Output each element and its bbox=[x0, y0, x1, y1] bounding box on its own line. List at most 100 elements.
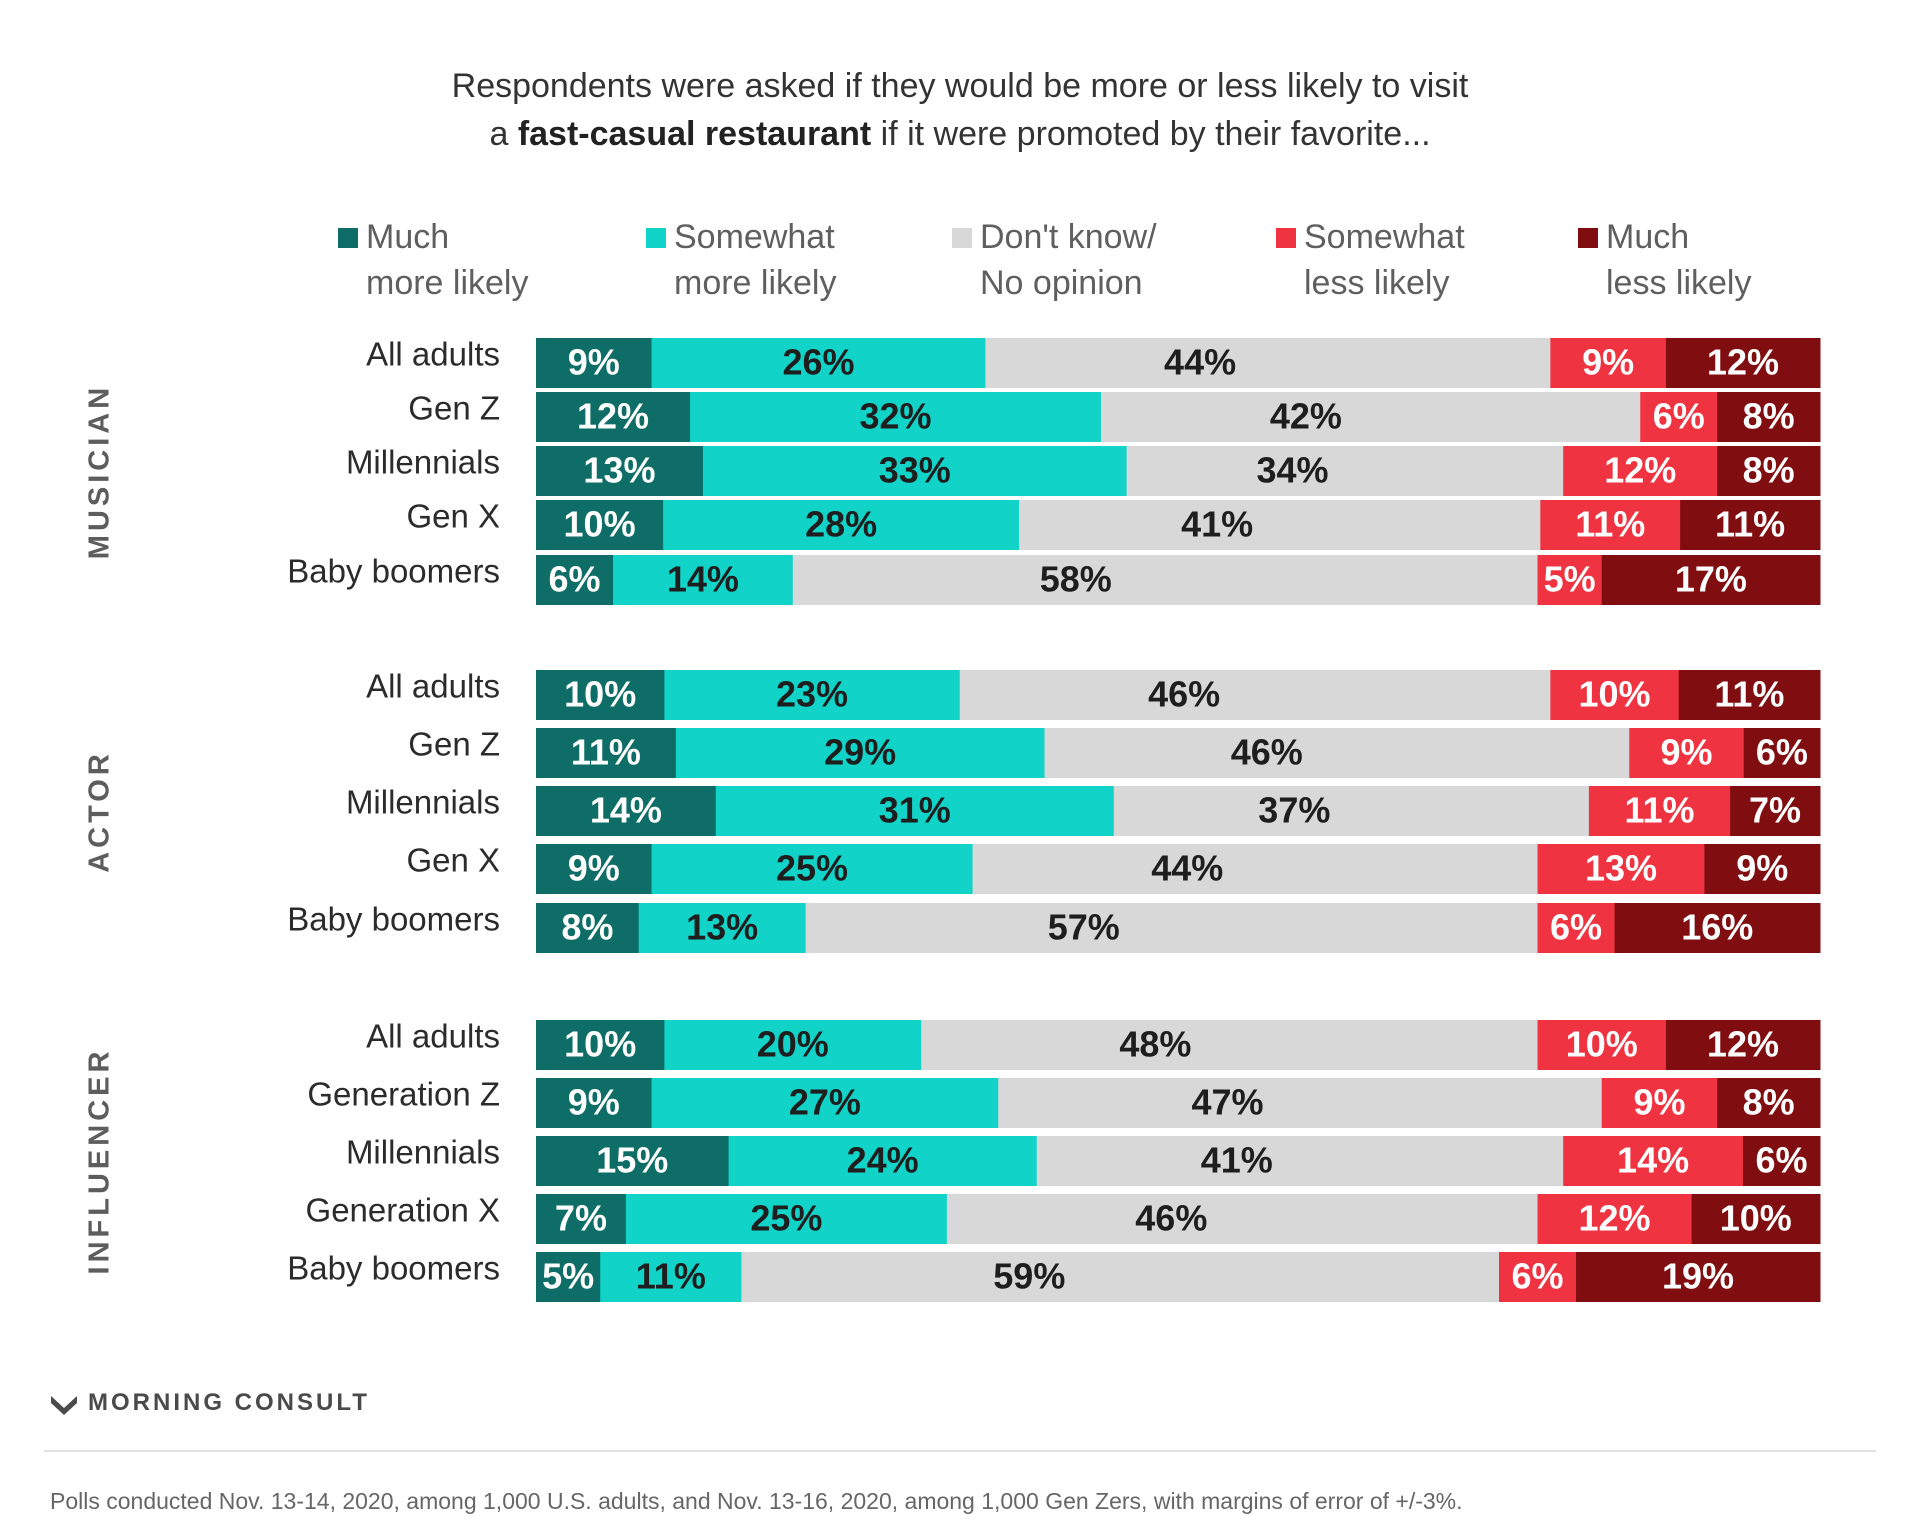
bar-value-label: 6% bbox=[1550, 907, 1602, 948]
bar-segment-much-more bbox=[536, 844, 653, 894]
bar-value-label: 29% bbox=[824, 732, 896, 773]
bar-value-label: 6% bbox=[1756, 732, 1808, 773]
bar-value-label: 44% bbox=[1164, 342, 1236, 383]
bar-segment-dont-know bbox=[805, 903, 1539, 953]
bar-segment-much-more bbox=[536, 392, 691, 442]
bar-value-label: 11% bbox=[1714, 674, 1784, 715]
bar-segment-much-more bbox=[536, 500, 664, 550]
bar-segment-much-less bbox=[1717, 1078, 1821, 1128]
legend-swatch bbox=[952, 228, 972, 248]
footer-divider bbox=[44, 1450, 1876, 1452]
bar-segment-dont-know bbox=[921, 1020, 1539, 1070]
bar-segment-somewhat-more bbox=[651, 844, 974, 894]
row-label: Millennials bbox=[346, 1134, 500, 1171]
bar-row: Baby boomers 8% 13% 57% 6% 16% bbox=[287, 901, 1821, 953]
bar-segment-somewhat-more bbox=[664, 1020, 922, 1070]
bar-value-label: 14% bbox=[1617, 1140, 1689, 1181]
legend-label-line-1: Don't know/ bbox=[980, 218, 1157, 256]
row-label: Generation Z bbox=[307, 1076, 500, 1113]
bar-segment-much-more bbox=[536, 786, 717, 836]
bar-segment-much-less bbox=[1678, 670, 1821, 720]
bar-value-label: 7% bbox=[555, 1198, 607, 1239]
bar-value-label: 37% bbox=[1258, 790, 1330, 831]
bar-segment-much-less bbox=[1704, 844, 1821, 894]
legend-label-line-2: more likely bbox=[366, 264, 529, 302]
bar-segment-dont-know bbox=[985, 338, 1551, 388]
legend-label-line-1: Somewhat bbox=[674, 218, 835, 256]
bar-segment-somewhat-less bbox=[1563, 1136, 1744, 1186]
bar-value-label: 11% bbox=[1624, 790, 1694, 831]
bar-segment-dont-know bbox=[972, 844, 1539, 894]
row-label: Baby boomers bbox=[287, 901, 500, 938]
section-label-actor: ACTOR bbox=[84, 750, 116, 873]
bar-segment-much-less bbox=[1742, 1136, 1821, 1186]
bar-segment-much-less bbox=[1743, 728, 1821, 778]
bar-segment-much-less bbox=[1614, 903, 1821, 953]
legend-label-line-1: Much bbox=[366, 218, 450, 256]
bar-row: All adults 9% 26% 44% 9% 12% bbox=[366, 336, 1821, 388]
bar-segment-somewhat-more bbox=[715, 786, 1115, 836]
bar-value-label: 9% bbox=[568, 1082, 620, 1123]
bar-segment-much-more bbox=[536, 446, 704, 496]
bar-value-label: 11% bbox=[571, 732, 641, 773]
bar-value-label: 5% bbox=[542, 1256, 594, 1297]
bar-segment-somewhat-less bbox=[1537, 1194, 1693, 1244]
bar-value-label: 11% bbox=[1575, 504, 1645, 545]
bar-value-label: 8% bbox=[1743, 1082, 1795, 1123]
bar-row: All adults 10% 20% 48% 10% 12% bbox=[366, 1018, 1821, 1070]
bar-value-label: 6% bbox=[1512, 1256, 1564, 1297]
bar-segment-much-more bbox=[536, 555, 614, 605]
bar-segment-much-less bbox=[1665, 1020, 1821, 1070]
bar-value-label: 15% bbox=[596, 1140, 668, 1181]
footnote: Polls conducted Nov. 13-14, 2020, among … bbox=[50, 1488, 1463, 1514]
bar-value-label: 32% bbox=[859, 396, 931, 437]
bar-row: Millennials 13% 33% 34% 12% 8% bbox=[346, 444, 1821, 496]
bar-value-label: 25% bbox=[776, 848, 848, 889]
bar-segment-much-less bbox=[1691, 1194, 1821, 1244]
row-label: Millennials bbox=[346, 444, 500, 481]
bar-value-label: 6% bbox=[1653, 396, 1705, 437]
bar-value-label: 13% bbox=[1585, 848, 1657, 889]
bar-segment-somewhat-less bbox=[1563, 446, 1718, 496]
bar-value-label: 58% bbox=[1040, 559, 1112, 600]
bar-segment-somewhat-less bbox=[1588, 786, 1731, 836]
bar-segment-dont-know bbox=[1126, 446, 1564, 496]
bar-segment-much-more bbox=[536, 728, 677, 778]
row-label: Millennials bbox=[346, 784, 500, 821]
bar-segment-dont-know bbox=[946, 1194, 1539, 1244]
bar-segment-somewhat-more bbox=[675, 728, 1046, 778]
bar-segment-somewhat-less bbox=[1537, 903, 1616, 953]
bar-value-label: 12% bbox=[577, 396, 649, 437]
bar-value-label: 46% bbox=[1231, 732, 1303, 773]
bar-row: Gen Z 12% 32% 42% 6% 8% bbox=[408, 390, 1821, 442]
bar-value-label: 44% bbox=[1151, 848, 1223, 889]
legend-label: Somewhat less likely bbox=[1304, 214, 1465, 306]
bar-value-label: 20% bbox=[757, 1024, 829, 1065]
legend-swatch bbox=[1276, 228, 1296, 248]
bar-segment-somewhat-less bbox=[1537, 844, 1705, 894]
bar-segment-somewhat-more bbox=[663, 500, 1020, 550]
bar-segment-much-more bbox=[536, 338, 653, 388]
bar-row: Baby boomers 6% 14% 58% 5% 17% bbox=[287, 553, 1821, 605]
bar-segment-somewhat-less bbox=[1550, 670, 1680, 720]
title-line-2-bold: fast-casual restaurant bbox=[517, 115, 872, 153]
bar-segment-dont-know bbox=[741, 1252, 1500, 1302]
bar-segment-somewhat-less bbox=[1499, 1252, 1577, 1302]
bar-segment-somewhat-more bbox=[613, 555, 794, 605]
bar-value-label: 12% bbox=[1604, 450, 1676, 491]
title-line-1: Respondents were asked if they would be … bbox=[451, 67, 1469, 105]
bar-value-label: 13% bbox=[686, 907, 758, 948]
legend-label: Much less likely bbox=[1606, 214, 1751, 306]
title-line-2-post: if it were promoted by their favorite... bbox=[871, 115, 1431, 153]
bar-row: Gen X 10% 28% 41% 11% 11% bbox=[406, 498, 1821, 550]
row-label: Baby boomers bbox=[287, 1250, 500, 1287]
bar-value-label: 12% bbox=[1579, 1198, 1651, 1239]
legend-label-line-2: less likely bbox=[1606, 264, 1752, 302]
bar-value-label: 16% bbox=[1681, 907, 1753, 948]
bar-value-label: 41% bbox=[1201, 1140, 1273, 1181]
bar-row: Gen Z 11% 29% 46% 9% 6% bbox=[408, 726, 1821, 778]
bar-value-label: 25% bbox=[750, 1198, 822, 1239]
bar-segment-much-less bbox=[1665, 338, 1821, 388]
bar-segment-dont-know bbox=[1036, 1136, 1564, 1186]
bar-value-label: 8% bbox=[1743, 396, 1795, 437]
